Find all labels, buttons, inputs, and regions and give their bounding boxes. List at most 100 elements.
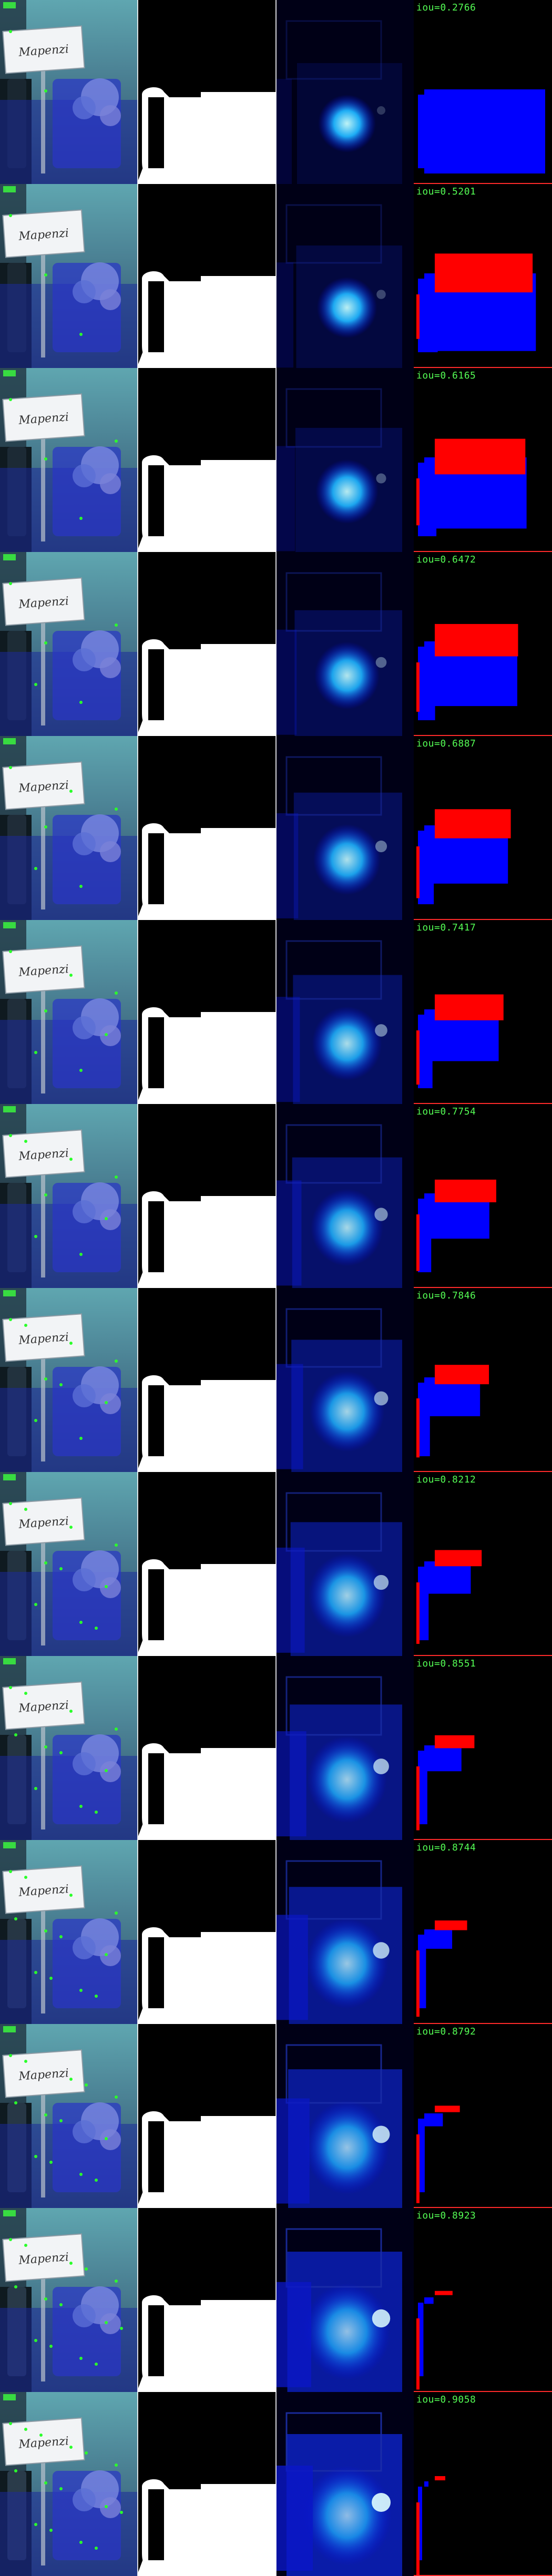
click-point-marker: [79, 1989, 83, 1992]
false-negative-region: [418, 1015, 433, 1088]
click-point-marker: [49, 1977, 53, 1980]
click-point-marker: [34, 2155, 37, 2158]
false-negative-region: [418, 1383, 430, 1456]
photo-panel: Mapenzi: [0, 1288, 138, 1472]
false-positive-region: [435, 2291, 453, 2295]
iteration-row: Mapenzi iou=0.8551: [0, 1656, 552, 1840]
error-panel: [414, 1288, 552, 1472]
ground-truth-mask: [138, 184, 276, 368]
click-point-marker: [44, 1745, 47, 1749]
error-map: [414, 736, 552, 920]
click-point-marker: [115, 2095, 118, 2099]
probability-heatmap: [276, 552, 414, 736]
click-point-marker: [9, 214, 12, 217]
heatmap-panel: [276, 736, 414, 920]
click-point-marker: [120, 2327, 123, 2330]
false-negative-region: [418, 2119, 425, 2192]
click-point-marker: [24, 2244, 27, 2247]
error-map: [414, 0, 552, 184]
panel-divider: [137, 1104, 138, 1288]
click-point-marker: [59, 1567, 63, 1570]
click-point-marker: [9, 766, 12, 769]
click-point-marker: [44, 1561, 47, 1565]
input-photo-overlay: Mapenzi: [0, 736, 138, 920]
input-photo-overlay: Mapenzi: [0, 368, 138, 552]
panel-divider: [137, 0, 138, 184]
click-point-marker: [49, 2345, 53, 2348]
false-negative-region: [418, 1199, 432, 1272]
click-point-marker: [95, 2547, 98, 2550]
click-point-marker: [24, 1324, 27, 1327]
click-point-marker: [44, 2113, 47, 2117]
heatmap-panel: [276, 0, 414, 184]
photo-panel: Mapenzi: [0, 736, 138, 920]
click-point-marker: [85, 2083, 88, 2087]
false-negative-region: [418, 1751, 427, 1824]
click-point-marker: [85, 2267, 88, 2271]
ground-truth-mask: [138, 920, 276, 1104]
false-positive-region: [416, 1214, 420, 1271]
row-separator: [414, 367, 552, 368]
row-separator: [414, 2391, 552, 2392]
click-point-marker: [69, 1710, 73, 1713]
click-point-marker: [34, 1051, 37, 1054]
click-point-marker: [120, 2511, 123, 2514]
ground-truth-mask: [138, 0, 276, 184]
error-panel: [414, 368, 552, 552]
click-point-marker: [49, 2161, 53, 2164]
photo-panel: Mapenzi: [0, 920, 138, 1104]
false-positive-region: [435, 2105, 460, 2112]
iteration-row: Mapenzi iou=0.7754: [0, 1104, 552, 1288]
false-positive-region: [435, 623, 518, 657]
false-positive-region: [416, 1030, 420, 1085]
ground-truth-mask: [138, 2392, 276, 2576]
click-point-marker: [59, 1935, 63, 1938]
heatmap-panel: [276, 2392, 414, 2576]
panel-divider: [137, 184, 138, 368]
click-point-marker: [14, 2469, 17, 2472]
click-point-marker: [44, 2297, 47, 2301]
false-negative-region: [424, 89, 545, 173]
panel-divider: [275, 1288, 277, 1472]
panel-divider: [275, 1656, 277, 1840]
ground-truth-panel: [138, 736, 276, 920]
ground-truth-panel: [138, 552, 276, 736]
click-point-marker: [95, 1811, 98, 1814]
click-point-marker: [44, 273, 47, 277]
click-point-marker: [44, 1929, 47, 1933]
false-negative-region: [418, 2303, 424, 2376]
click-point-marker: [49, 2529, 53, 2532]
iou-label: iou=0.8212: [416, 1474, 476, 1485]
false-positive-region: [416, 294, 420, 339]
click-point-marker: [24, 2428, 27, 2431]
error-panel: [414, 1104, 552, 1288]
click-point-marker: [79, 885, 83, 888]
click-point-marker: [24, 2060, 27, 2063]
input-photo-overlay: Mapenzi: [0, 1104, 138, 1288]
row-separator: [414, 919, 552, 920]
row-separator: [414, 735, 552, 736]
panel-divider: [275, 0, 277, 184]
ground-truth-mask: [138, 2208, 276, 2392]
input-photo-overlay: Mapenzi: [0, 920, 138, 1104]
click-point-marker: [105, 1217, 108, 1220]
row-separator: [414, 551, 552, 552]
false-positive-region: [416, 2502, 420, 2576]
click-point-marker: [34, 1971, 37, 1974]
photo-panel: Mapenzi: [0, 552, 138, 736]
photo-panel: Mapenzi: [0, 1656, 138, 1840]
click-point-marker: [115, 1911, 118, 1915]
heatmap-panel: [276, 552, 414, 736]
click-point-marker: [59, 2487, 63, 2490]
click-point-marker: [79, 1621, 83, 1624]
panel-divider: [137, 368, 138, 552]
click-point-marker: [34, 1235, 37, 1238]
false-negative-region: [424, 1929, 453, 1949]
click-point-marker: [105, 1585, 108, 1588]
click-point-marker: [115, 807, 118, 811]
click-point-marker: [115, 439, 118, 443]
false-positive-region: [416, 1766, 420, 1831]
click-point-marker: [9, 30, 12, 33]
row-separator: [414, 1103, 552, 1104]
probability-heatmap: [276, 368, 414, 552]
